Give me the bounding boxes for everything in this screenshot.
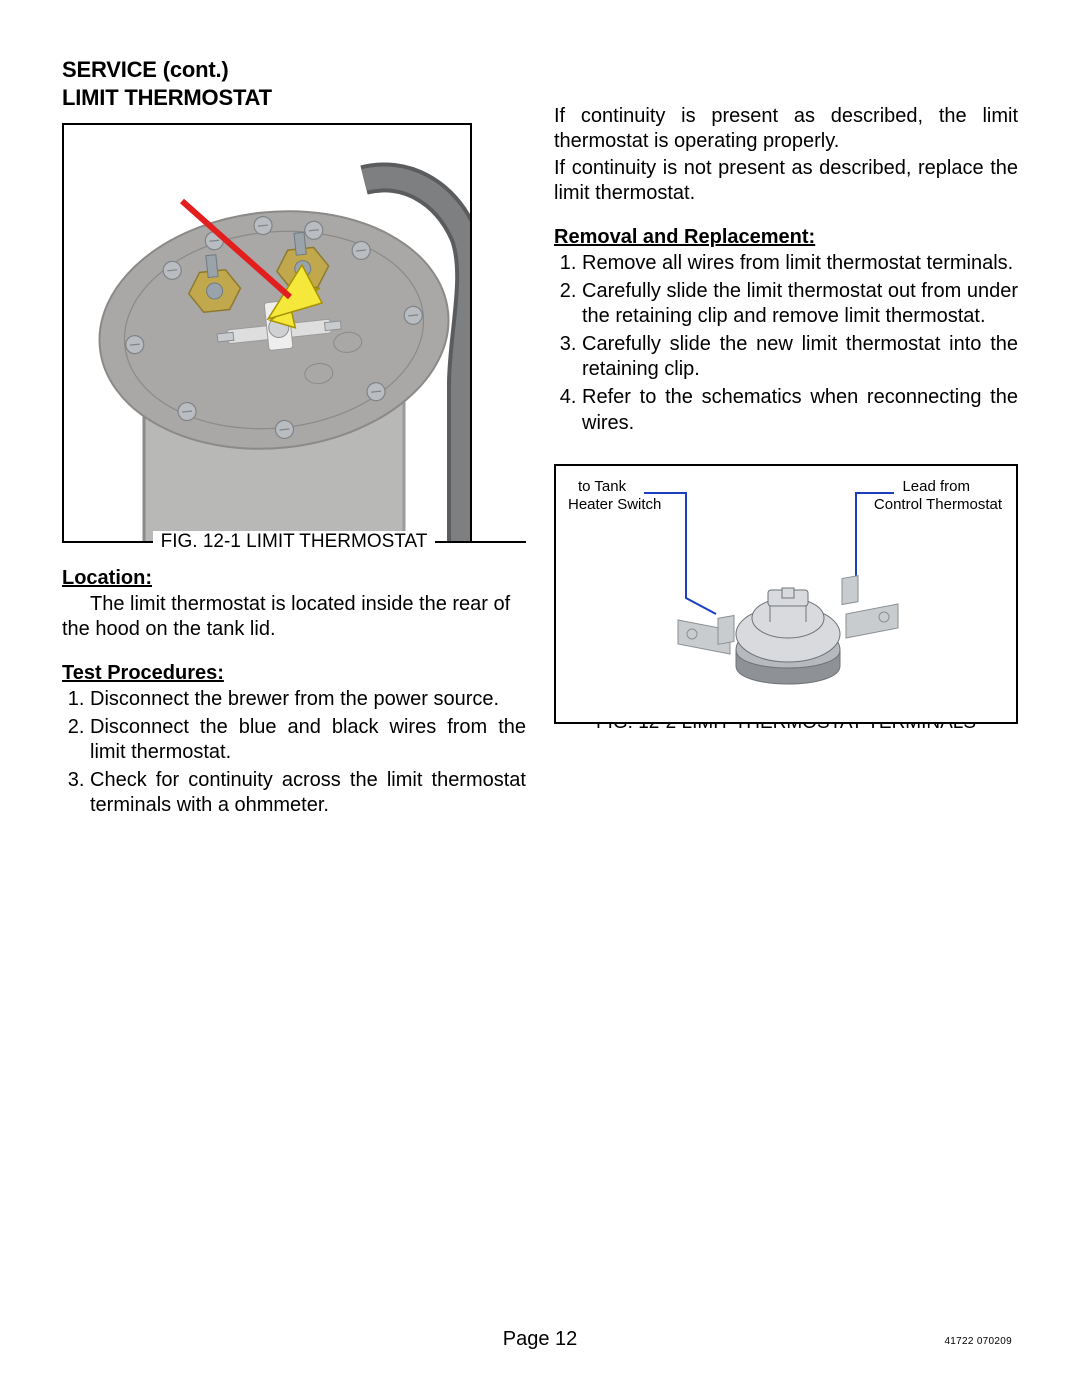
fig2-label-left-top: to Tank <box>578 478 626 495</box>
list-item: Check for continuity across the limit th… <box>90 768 526 819</box>
continuity-ok-text: If continuity is present as described, t… <box>554 104 1018 154</box>
figure-12-1 <box>62 123 472 543</box>
page: SERVICE (cont.) LIMIT THERMOSTAT <box>0 0 1080 1397</box>
removal-list: Remove all wires from limit thermostat t… <box>554 251 1018 436</box>
location-text: The limit thermostat is located inside t… <box>62 592 526 642</box>
list-item: Refer to the schematics when reconnectin… <box>582 385 1018 436</box>
left-column: SERVICE (cont.) LIMIT THERMOSTAT <box>62 56 526 821</box>
location-heading: Location: <box>62 567 526 590</box>
list-item: Carefully slide the new limit thermostat… <box>582 332 1018 383</box>
document-code: 41722 070209 <box>944 1336 1012 1347</box>
figure-12-2: to Tank Heater Switch Lead from Control … <box>554 464 1018 724</box>
list-item: Disconnect the blue and black wires from… <box>90 715 526 766</box>
list-item: Carefully slide the limit thermostat out… <box>582 279 1018 330</box>
fig2-label-right-top: Lead from <box>902 478 970 495</box>
fig2-label-left-bottom: Heater Switch <box>568 496 661 513</box>
header-line-1: SERVICE (cont.) <box>62 56 526 84</box>
removal-heading: Removal and Replacement: <box>554 226 1018 249</box>
continuity-fail-text: If continuity is not present as describe… <box>554 156 1018 206</box>
fig2-label-right-bottom: Control Thermostat <box>874 496 1002 513</box>
list-item: Remove all wires from limit thermostat t… <box>582 251 1018 277</box>
two-column-layout: SERVICE (cont.) LIMIT THERMOSTAT <box>62 56 1018 821</box>
page-number: Page 12 <box>0 1328 1080 1351</box>
header-line-2: LIMIT THERMOSTAT <box>62 84 526 112</box>
test-procedures-list: Disconnect the brewer from the power sou… <box>62 687 526 819</box>
right-column: If continuity is present as described, t… <box>554 56 1018 821</box>
figure-12-1-caption-text: FIG. 12-1 LIMIT THERMOSTAT <box>153 531 436 553</box>
test-procedures-heading: Test Procedures: <box>62 662 526 685</box>
figure-12-1-svg <box>64 125 472 543</box>
list-item: Disconnect the brewer from the power sou… <box>90 687 526 713</box>
